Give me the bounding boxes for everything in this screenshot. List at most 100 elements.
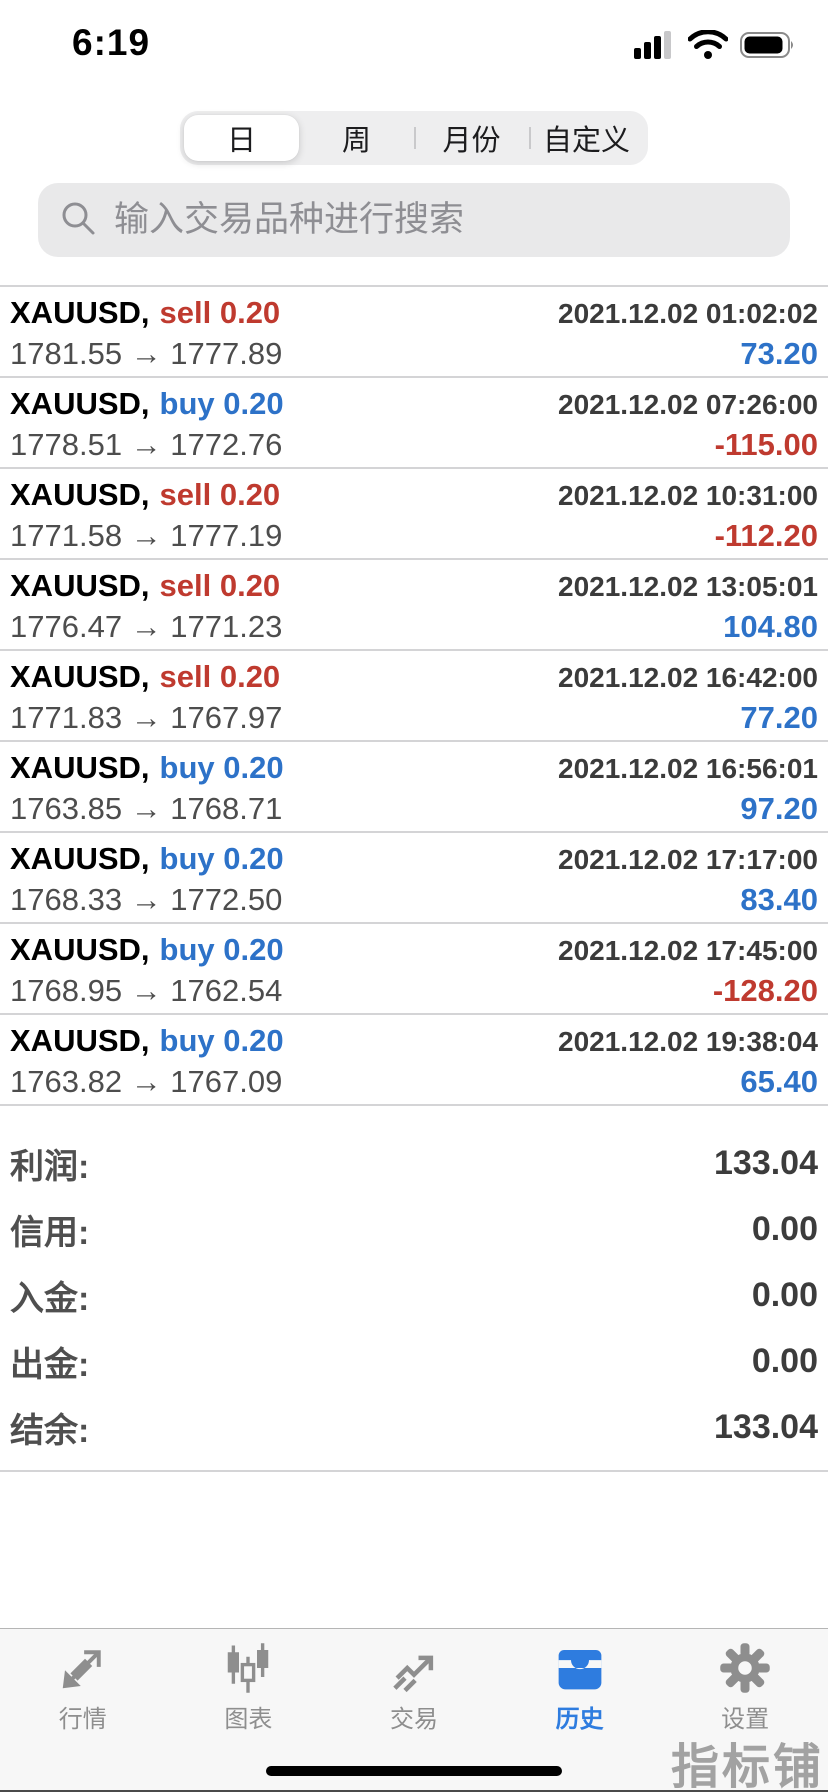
trade-datetime: 2021.12.02 10:31:00 — [558, 480, 818, 512]
trade-direction: buy 0.20 — [159, 841, 284, 877]
summary-row: 出金: 0.00 — [10, 1328, 818, 1394]
search-icon — [60, 200, 96, 241]
trade-symbol: XAUUSD, — [10, 750, 150, 786]
trade-direction: sell 0.20 — [159, 295, 281, 331]
trade-row-header: XAUUSD, buy 0.20 2021.12.02 07:26:00 — [10, 386, 818, 422]
trade-profit: -112.20 — [714, 517, 818, 553]
trade-symbol: XAUUSD, — [10, 295, 150, 331]
trade-row-values: 1771.83 → 1767.97 77.20 — [10, 700, 818, 736]
trade-row-header: XAUUSD, sell 0.20 2021.12.02 13:05:01 — [10, 568, 818, 604]
trade-prices: 1763.85 → 1768.71 — [10, 790, 283, 826]
home-indicator[interactable] — [266, 1766, 562, 1776]
trade-row-values: 1763.82 → 1767.09 65.40 — [10, 1064, 818, 1100]
tab-charts-label: 图表 — [224, 1706, 273, 1733]
tab-quotes[interactable]: 行情 — [0, 1629, 166, 1792]
summary-label: 入金: — [10, 1279, 90, 1318]
trade-profit: 77.20 — [740, 699, 818, 735]
period-segmented-control: 日 周 月份 自定义 — [180, 111, 648, 165]
status-time: 6:19 — [72, 22, 151, 63]
trade-row-header: XAUUSD, sell 0.20 2021.12.02 16:42:00 — [10, 659, 818, 695]
trade-row-header: XAUUSD, buy 0.20 2021.12.02 16:56:01 — [10, 750, 818, 786]
tab-trade[interactable]: 交易 — [331, 1629, 497, 1792]
trade-prices: 1768.95 → 1762.54 — [10, 972, 283, 1008]
gear-icon — [718, 1641, 772, 1695]
trade-profit: 104.80 — [723, 608, 818, 644]
trade-direction: buy 0.20 — [159, 386, 284, 422]
trade-row[interactable]: XAUUSD, sell 0.20 2021.12.02 13:05:01 17… — [0, 560, 828, 651]
summary-row: 结余: 133.04 — [10, 1394, 818, 1460]
trade-row[interactable]: XAUUSD, buy 0.20 2021.12.02 16:56:01 176… — [0, 742, 828, 833]
segment-custom[interactable]: 自定义 — [529, 115, 644, 161]
trade-row-values: 1768.33 → 1772.50 83.40 — [10, 882, 818, 918]
summary-row: 利润: 133.04 — [10, 1130, 818, 1196]
trade-direction: buy 0.20 — [159, 1023, 284, 1059]
cellular-signal-icon — [634, 30, 676, 64]
tab-quotes-label: 行情 — [58, 1706, 107, 1733]
search-bar[interactable] — [38, 183, 790, 257]
trade-symbol: XAUUSD, — [10, 841, 150, 877]
trade-arrow-icon — [387, 1641, 441, 1695]
trade-row[interactable]: XAUUSD, buy 0.20 2021.12.02 17:45:00 176… — [0, 924, 828, 1015]
trade-datetime: 2021.12.02 07:26:00 — [558, 389, 818, 421]
summary-row: 信用: 0.00 — [10, 1196, 818, 1262]
bottom-tab-bar: 行情 图表 — [0, 1628, 828, 1792]
trade-row[interactable]: XAUUSD, sell 0.20 2021.12.02 01:02:02 17… — [0, 287, 828, 378]
trade-prices: 1778.51 → 1772.76 — [10, 426, 283, 462]
trade-row[interactable]: XAUUSD, buy 0.20 2021.12.02 07:26:00 177… — [0, 378, 828, 469]
bottom-edge-line — [0, 1790, 828, 1792]
trade-row[interactable]: XAUUSD, buy 0.20 2021.12.02 17:17:00 176… — [0, 833, 828, 924]
trade-prices: 1763.82 → 1767.09 — [10, 1063, 283, 1099]
tab-charts[interactable]: 图表 — [166, 1629, 332, 1792]
search-input[interactable] — [112, 199, 768, 241]
trade-profit: -128.20 — [712, 972, 818, 1008]
segment-month[interactable]: 月份 — [414, 115, 529, 161]
trade-row-values: 1776.47 → 1771.23 104.80 — [10, 609, 818, 645]
summary-value: 133.04 — [714, 1143, 818, 1182]
segment-day[interactable]: 日 — [184, 115, 299, 161]
trade-row-values: 1771.58 → 1777.19 -112.20 — [10, 518, 818, 554]
status-bar: 6:19 — [0, 0, 828, 92]
trade-row-header: XAUUSD, buy 0.20 2021.12.02 17:45:00 — [10, 932, 818, 968]
trade-direction: sell 0.20 — [159, 568, 281, 604]
tab-history-label: 历史 — [555, 1706, 604, 1733]
trade-prices: 1781.55 → 1777.89 — [10, 335, 283, 371]
trade-row[interactable]: XAUUSD, sell 0.20 2021.12.02 10:31:00 17… — [0, 469, 828, 560]
battery-icon — [740, 31, 796, 63]
trade-prices: 1771.83 → 1767.97 — [10, 699, 283, 735]
trade-row[interactable]: XAUUSD, buy 0.20 2021.12.02 19:38:04 176… — [0, 1015, 828, 1106]
trade-profit: 97.20 — [740, 790, 818, 826]
summary-label: 信用: — [10, 1213, 90, 1252]
tab-settings[interactable]: 设置 — [662, 1629, 828, 1792]
candlestick-chart-icon — [221, 1641, 275, 1695]
trade-row-header: XAUUSD, sell 0.20 2021.12.02 10:31:00 — [10, 477, 818, 513]
trade-symbol: XAUUSD, — [10, 659, 150, 695]
status-icons — [634, 29, 796, 64]
trade-row-header: XAUUSD, buy 0.20 2021.12.02 19:38:04 — [10, 1023, 818, 1059]
history-inbox-icon — [553, 1641, 607, 1695]
trade-prices: 1768.33 → 1772.50 — [10, 881, 283, 917]
trade-profit: 83.40 — [740, 881, 818, 917]
summary-value: 133.04 — [714, 1407, 818, 1446]
summary-label: 结余: — [10, 1411, 90, 1450]
segment-week[interactable]: 周 — [299, 115, 414, 161]
tab-history[interactable]: 历史 — [497, 1629, 663, 1792]
summary-row: 入金: 0.00 — [10, 1262, 818, 1328]
trade-datetime: 2021.12.02 16:42:00 — [558, 662, 818, 694]
tab-settings-label: 设置 — [721, 1706, 770, 1733]
trade-profit: 73.20 — [740, 335, 818, 371]
trade-datetime: 2021.12.02 17:17:00 — [558, 844, 818, 876]
segment-day-label: 日 — [226, 125, 256, 157]
trade-symbol: XAUUSD, — [10, 1023, 150, 1059]
trade-prices: 1776.47 → 1771.23 — [10, 608, 283, 644]
trade-profit: -115.00 — [714, 426, 818, 462]
summary-value: 0.00 — [751, 1341, 818, 1380]
summary-value: 0.00 — [751, 1275, 818, 1314]
trade-datetime: 2021.12.02 13:05:01 — [558, 571, 818, 603]
summary-label: 利润: — [10, 1147, 90, 1186]
watermark-text: 指标铺 — [670, 1741, 824, 1792]
trade-row-header: XAUUSD, sell 0.20 2021.12.02 01:02:02 — [10, 295, 818, 331]
trade-prices: 1771.58 → 1777.19 — [10, 517, 283, 553]
summary-value: 0.00 — [751, 1209, 818, 1248]
trade-profit: 65.40 — [740, 1063, 818, 1099]
trade-row[interactable]: XAUUSD, sell 0.20 2021.12.02 16:42:00 17… — [0, 651, 828, 742]
